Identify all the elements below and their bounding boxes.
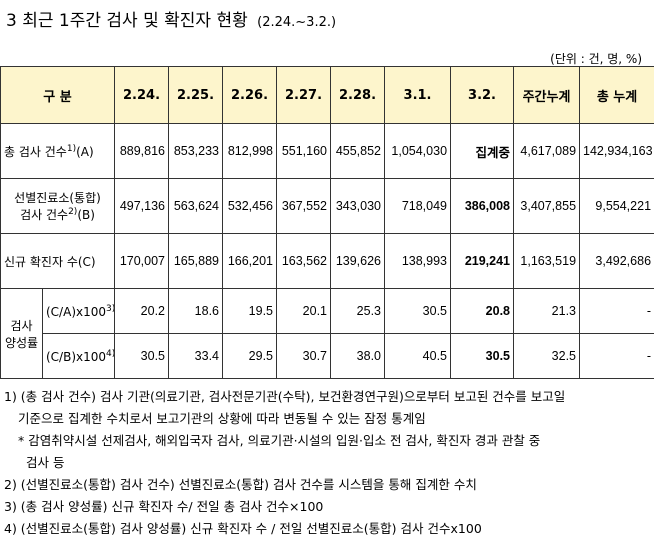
row-label: (C/B)x1004)	[41, 333, 116, 379]
footnote-1: 1) (총 검사 건수) 검사 기관(의료기관, 검사전문기관(수탁), 보건환…	[4, 389, 566, 404]
header-row: 구 분 2.24. 2.25. 2.26. 2.27. 2.28. 3.1. 3…	[0, 66, 654, 124]
stats-table: 구 분 2.24. 2.25. 2.26. 2.27. 2.28. 3.1. 3…	[0, 66, 654, 379]
table-cell: 30.5	[384, 288, 452, 334]
table-cell: 889,816	[114, 123, 170, 179]
table-row-positivity-ca: 검사 양성률 (C/A)x1003) 20.2 18.6 19.5 20.1 25…	[0, 288, 654, 379]
table-cell: 532,456	[222, 178, 278, 234]
header-date: 2.28.	[330, 66, 386, 124]
footnote-4: 4) (선별진료소(통합) 검사 양성률) 신규 확진자 수 / 전일 선별진료…	[4, 521, 482, 536]
table-cell: 3,407,855	[513, 178, 581, 234]
header-date: 2.24.	[114, 66, 170, 124]
table-cell: 21.3	[513, 288, 581, 334]
table-cell: 40.5	[384, 333, 452, 379]
table-cell: 142,934,163	[579, 123, 654, 179]
table-cell: 551,160	[276, 123, 332, 179]
table-cell: 3,492,686	[579, 233, 654, 289]
footnotes: 1) (총 검사 건수) 검사 기관(의료기관, 검사전문기관(수탁), 보건환…	[4, 386, 650, 540]
table-row-positivity-cb: (C/B)x1004) 30.5 33.4 29.5 30.7 38.0 40.…	[1, 333, 654, 379]
header-date: 2.27.	[276, 66, 332, 124]
footnote-2: 2) (선별진료소(통합) 검사 건수) 선별진료소(통합) 검사 건수를 시스…	[4, 477, 477, 492]
header-cumulative-total: 총 누계	[579, 66, 654, 124]
page-title: 3 최근 1주간 검사 및 확진자 현황 (2.24.~3.2.)	[6, 6, 336, 31]
header-weekly-total: 주간누계	[513, 66, 581, 124]
unit-label: (단위 : 건, 명, %)	[550, 52, 642, 66]
table-cell: 497,136	[114, 178, 170, 234]
row-label: 총 검사 건수1)(A)	[0, 123, 116, 179]
table-cell-highlight: 386,008	[450, 178, 515, 234]
header-category: 구 분	[0, 66, 116, 124]
table-cell: 165,889	[168, 233, 224, 289]
table-cell: 25.3	[330, 288, 386, 334]
table-cell: 343,030	[330, 178, 386, 234]
table-row-clinic-tests: 선별진료소(통합) 검사 건수2)(B) 497,136 563,624 532,…	[0, 178, 654, 234]
table-cell: 1,163,519	[513, 233, 581, 289]
footnote-3: 3) (총 검사 양성률) 신규 확진자 수/ 전일 총 검사 건수×100	[4, 499, 324, 514]
table-cell: 4,617,089	[513, 123, 581, 179]
table-cell: 139,626	[330, 233, 386, 289]
footnote-1-cont: 기준으로 집계한 수치로서 보고기관의 상황에 따라 변동될 수 있는 잠정 통…	[18, 411, 426, 426]
table-cell: 29.5	[222, 333, 278, 379]
table-cell: 38.0	[330, 333, 386, 379]
row-label: (C/A)x1003)	[41, 288, 116, 334]
table-cell-highlight: 30.5	[450, 333, 515, 379]
table-cell: 30.5	[114, 333, 170, 379]
table-cell: 170,007	[114, 233, 170, 289]
table-cell: 812,998	[222, 123, 278, 179]
table-cell: 30.7	[276, 333, 332, 379]
row-label: 신규 확진자 수(C)	[0, 233, 116, 289]
table-cell: 20.1	[276, 288, 332, 334]
table-cell: 563,624	[168, 178, 224, 234]
table-cell-highlight: 219,241	[450, 233, 515, 289]
title-date-range: (2.24.~3.2.)	[257, 15, 337, 30]
header-date: 2.25.	[168, 66, 224, 124]
table-cell-highlight: 집계중	[450, 123, 515, 179]
table-cell: 455,852	[330, 123, 386, 179]
table-cell: 718,049	[384, 178, 452, 234]
table-row-new-cases: 신규 확진자 수(C) 170,007 165,889 166,201 163,…	[0, 233, 654, 289]
table-cell: 367,552	[276, 178, 332, 234]
table-cell: 853,233	[168, 123, 224, 179]
table-cell: 20.2	[114, 288, 170, 334]
row-group-label: 검사 양성률	[0, 288, 43, 379]
title-text: 3 최근 1주간 검사 및 확진자 현황	[6, 11, 248, 31]
table-cell-highlight: 20.8	[450, 288, 515, 334]
table-cell: 32.5	[513, 333, 581, 379]
table-cell: -	[579, 288, 654, 334]
table-cell: 9,554,221	[579, 178, 654, 234]
table-cell: 163,562	[276, 233, 332, 289]
row-label: 선별진료소(통합) 검사 건수2)(B)	[0, 178, 116, 234]
header-date: 2.26.	[222, 66, 278, 124]
table-row-total-tests: 총 검사 건수1)(A) 889,816 853,233 812,998 551…	[0, 123, 654, 179]
footnote-1-asterisk-cont: 검사 등	[26, 455, 65, 470]
table-cell: -	[579, 333, 654, 379]
header-date: 3.1.	[384, 66, 452, 124]
header-date: 3.2.	[450, 66, 515, 124]
table-cell: 1,054,030	[384, 123, 452, 179]
table-cell: 166,201	[222, 233, 278, 289]
table-cell: 33.4	[168, 333, 224, 379]
table-cell: 18.6	[168, 288, 224, 334]
table-cell: 19.5	[222, 288, 278, 334]
footnote-1-asterisk: * 감염취약시설 선제검사, 해외입국자 검사, 의료기관·시설의 입원·입소 …	[18, 433, 541, 448]
table-cell: 138,993	[384, 233, 452, 289]
